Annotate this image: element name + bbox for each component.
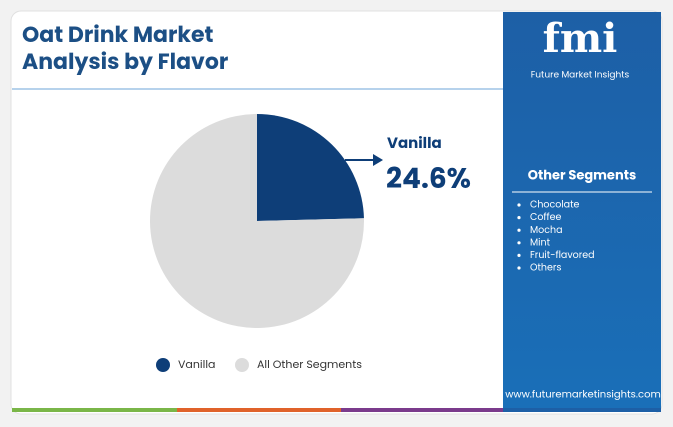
url: www.futuremarketinsights.com <box>505 387 661 402</box>
stripe <box>341 408 503 412</box>
logo: fmi <box>543 15 618 62</box>
bullet <box>517 228 521 232</box>
segment-item: Mocha <box>530 224 563 237</box>
stripe <box>503 408 661 412</box>
stripe <box>177 408 341 412</box>
sidebar-heading: Other Segments <box>528 166 637 185</box>
legend-swatch <box>235 358 249 372</box>
bullet <box>517 266 521 270</box>
segment-item: Coffee <box>530 211 562 224</box>
legend-label: All Other Segments <box>257 356 362 372</box>
bullet <box>517 253 521 257</box>
segment-item: Chocolate <box>530 199 580 212</box>
chart-title: Oat Drink Market <box>22 19 214 50</box>
bullet <box>517 203 521 207</box>
value-label: 24.6% <box>386 159 471 198</box>
sidebar-panel <box>503 12 661 408</box>
bullet <box>517 241 521 245</box>
segment-item: Fruit-flavored <box>530 249 595 262</box>
stripe <box>12 408 177 412</box>
segment-item: Others <box>530 262 561 275</box>
chart-title: Analysis by Flavor <box>22 46 228 77</box>
callout-arrow-head <box>373 154 383 166</box>
legend-swatch <box>156 358 170 372</box>
pie-slice <box>150 114 365 329</box>
callout-label: Vanilla <box>387 133 442 154</box>
pie-slice <box>257 114 364 221</box>
legend-label: Vanilla <box>178 356 215 372</box>
brand: Future Market Insights <box>531 69 630 81</box>
bullet <box>517 216 521 220</box>
segment-item: Mint <box>530 236 551 249</box>
